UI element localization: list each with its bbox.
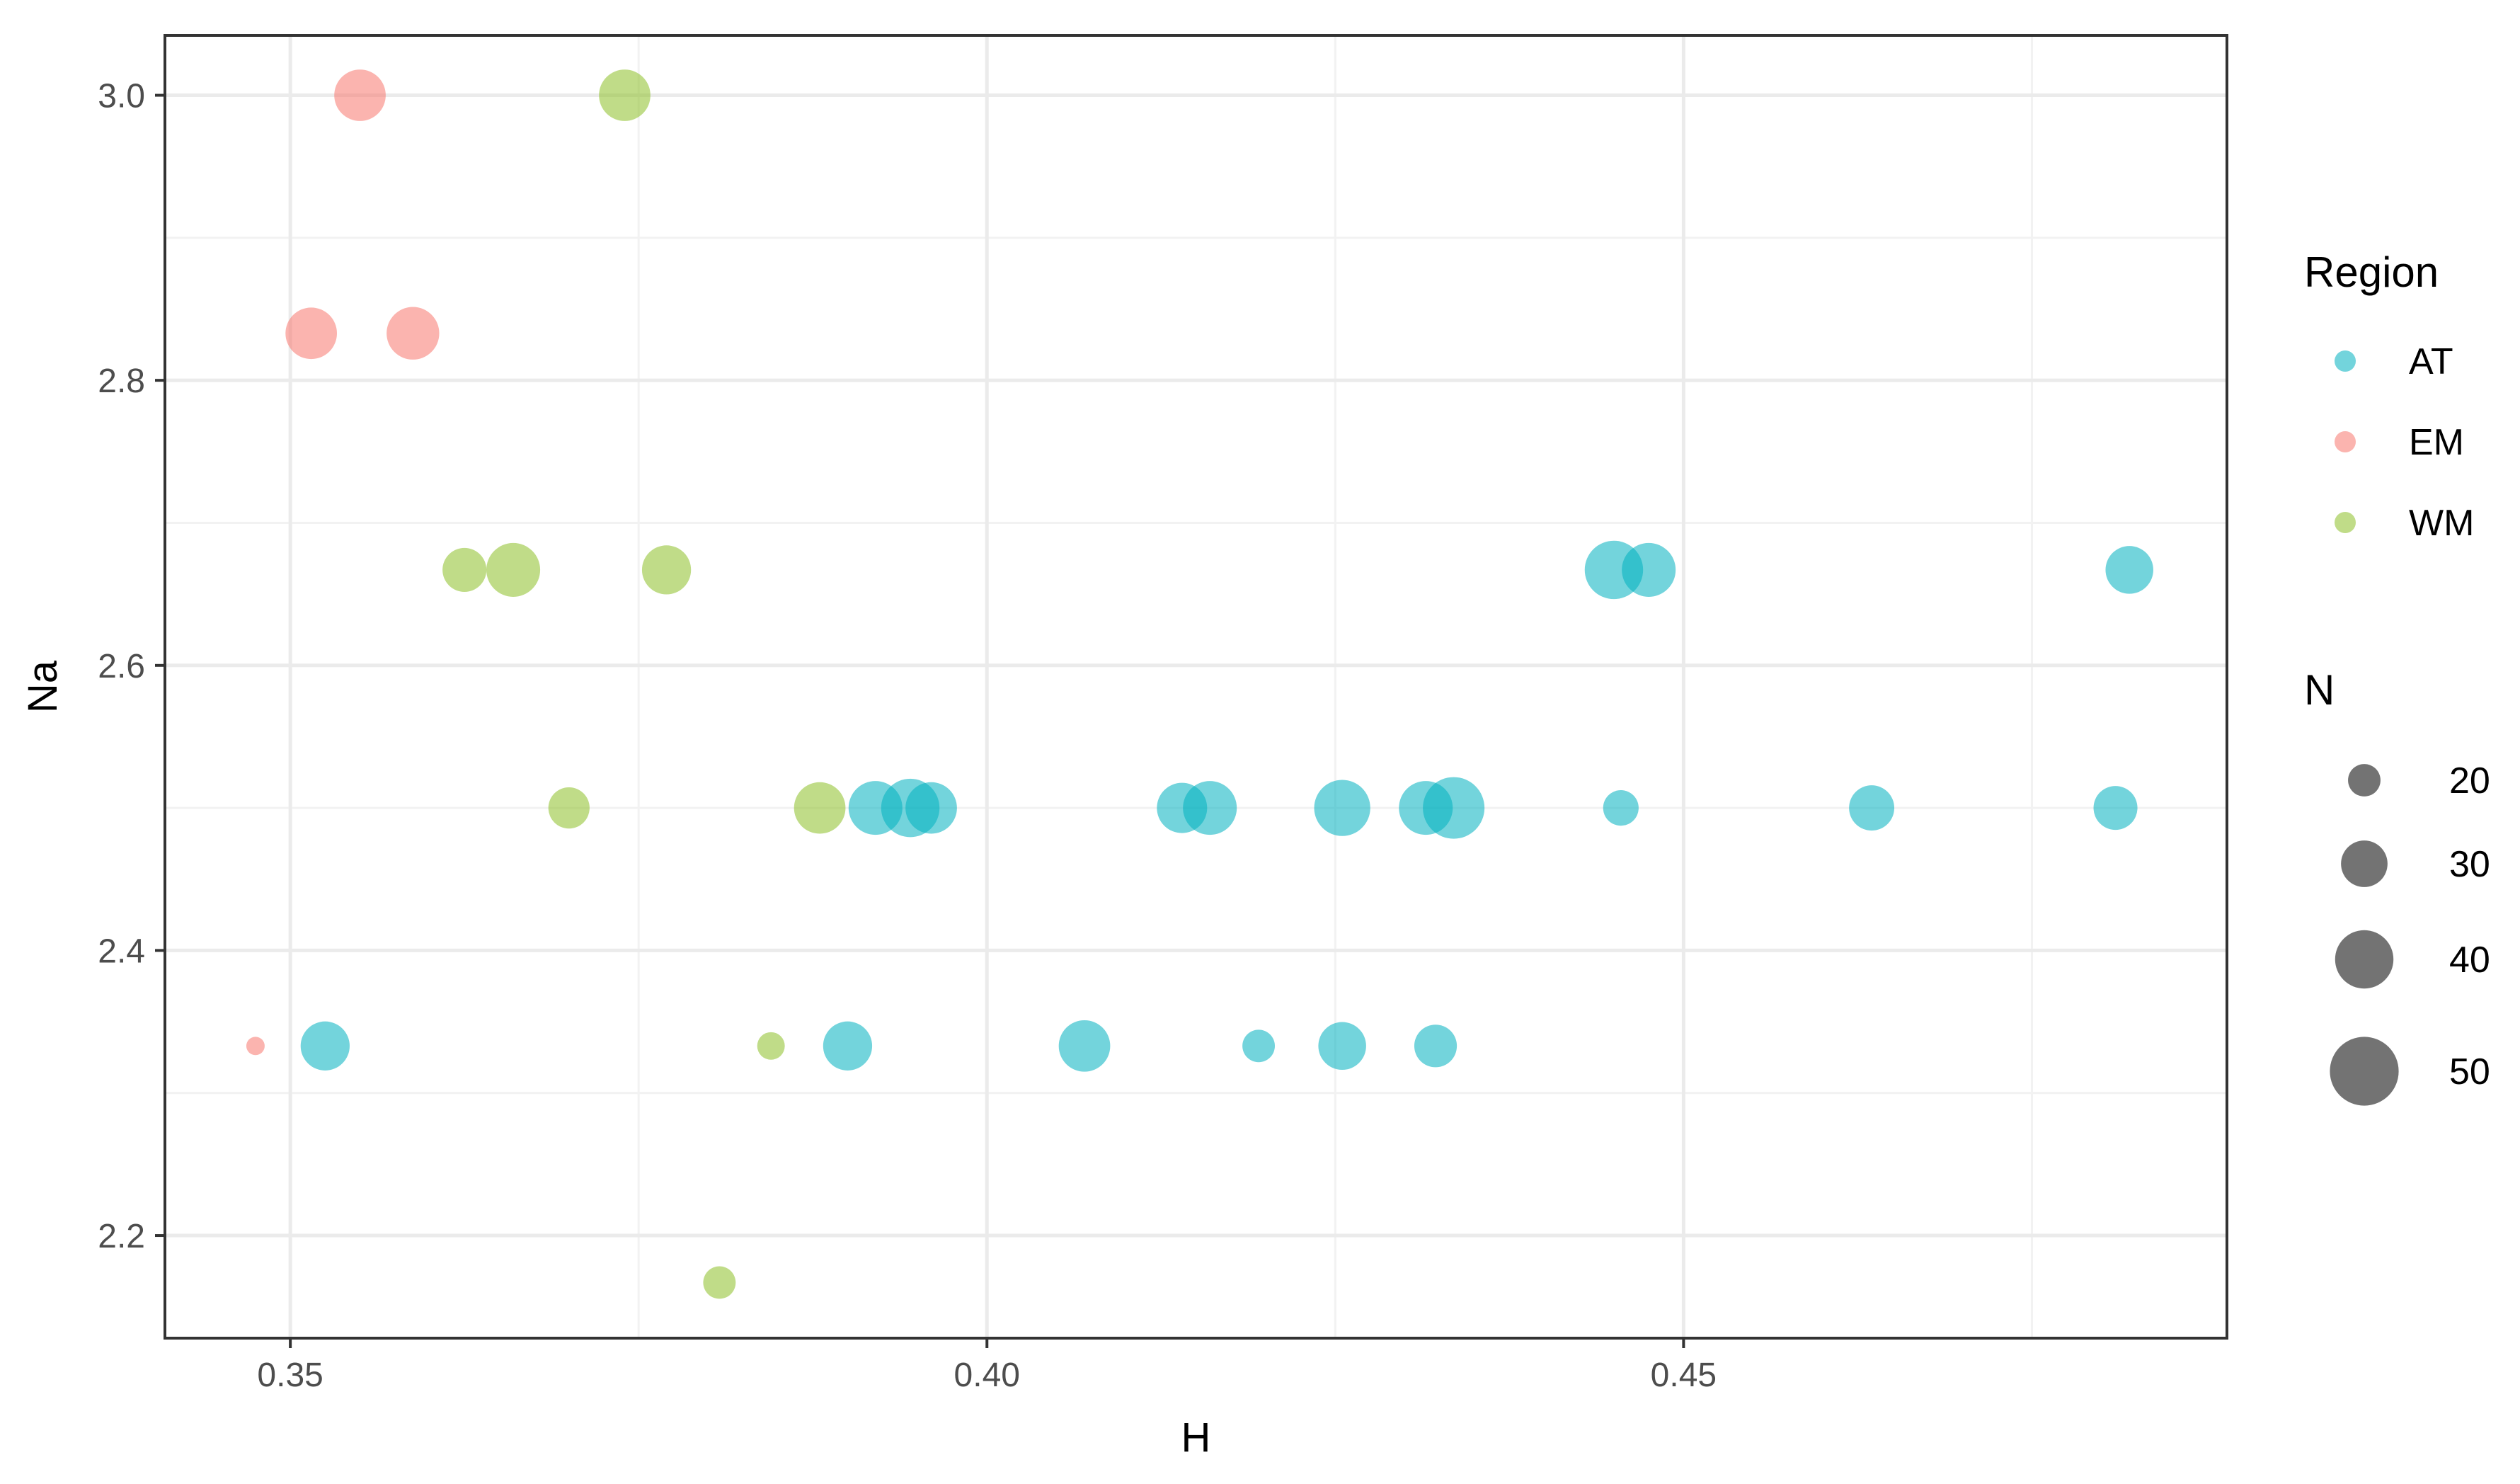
y-axis-title: Na <box>20 660 66 713</box>
legend: Region AT EM WM N 20 30 40 50 <box>2304 249 2490 1106</box>
data-point-wm <box>794 782 846 834</box>
data-point-wm <box>548 787 590 829</box>
data-point-at <box>1058 1020 1111 1072</box>
legend-label-wm: WM <box>2409 503 2474 544</box>
legend-size-key <box>2330 1037 2399 1106</box>
legend-size-key <box>2348 764 2381 797</box>
legend-size-title: N <box>2304 666 2335 714</box>
data-point-em <box>386 307 440 360</box>
legend-size-label: 20 <box>2449 760 2490 801</box>
data-point-at <box>2105 546 2153 594</box>
data-point-wm <box>486 542 541 597</box>
legend-label-em: EM <box>2409 422 2464 463</box>
data-point-wm <box>442 547 487 592</box>
data-point-em <box>334 69 386 121</box>
x-tick-label: 0.35 <box>257 1357 323 1394</box>
legend-size-entries: 20 30 40 50 <box>2330 760 2490 1106</box>
legend-size-label: 50 <box>2449 1051 2490 1092</box>
x-tick-label: 0.40 <box>954 1357 1020 1394</box>
data-point-at <box>2093 786 2138 831</box>
legend-key-em <box>2335 431 2356 452</box>
legend-size-key <box>2335 930 2394 989</box>
legend-size-label: 40 <box>2449 940 2490 981</box>
data-point-em <box>285 307 338 360</box>
x-axis-ticks: 0.35 0.40 0.45 <box>257 1338 1717 1394</box>
data-point-at <box>823 1021 873 1071</box>
data-point-em <box>246 1037 265 1056</box>
data-point-at <box>1423 777 1485 839</box>
data-point-at <box>1242 1029 1276 1063</box>
legend-key-wm <box>2335 512 2356 533</box>
y-tick-label: 2.8 <box>98 363 145 400</box>
legend-key-at <box>2335 350 2356 372</box>
data-points <box>246 69 2153 1299</box>
data-point-at <box>300 1021 350 1071</box>
y-tick-label: 3.0 <box>98 78 145 115</box>
y-tick-label: 2.2 <box>98 1218 145 1255</box>
x-axis-title: H <box>1181 1415 1211 1461</box>
data-point-at <box>1603 790 1639 826</box>
legend-region-title: Region <box>2304 249 2439 296</box>
data-point-wm <box>703 1266 736 1299</box>
y-tick-label: 2.6 <box>98 648 145 685</box>
legend-region-entries: AT EM WM <box>2335 341 2474 544</box>
plot-panel <box>165 35 2227 1338</box>
data-point-at <box>1849 785 1895 831</box>
legend-size-key <box>2341 840 2388 887</box>
x-tick-label: 0.45 <box>1651 1357 1717 1394</box>
data-point-at <box>1318 1022 1366 1071</box>
legend-size-label: 30 <box>2449 844 2490 885</box>
data-point-wm <box>757 1032 785 1060</box>
y-tick-label: 2.4 <box>98 932 145 970</box>
data-point-wm <box>599 69 651 121</box>
data-point-at <box>1314 780 1370 836</box>
data-point-at <box>1622 542 1676 597</box>
data-point-at <box>905 782 957 834</box>
data-point-wm <box>641 545 692 595</box>
plot-border <box>164 34 2228 1340</box>
data-point-at <box>1183 781 1237 835</box>
data-point-at <box>1414 1024 1457 1068</box>
legend-label-at: AT <box>2409 341 2453 382</box>
y-axis-ticks: 2.2 2.4 2.6 2.8 3.0 <box>98 78 165 1255</box>
major-gridlines <box>165 35 2227 1338</box>
